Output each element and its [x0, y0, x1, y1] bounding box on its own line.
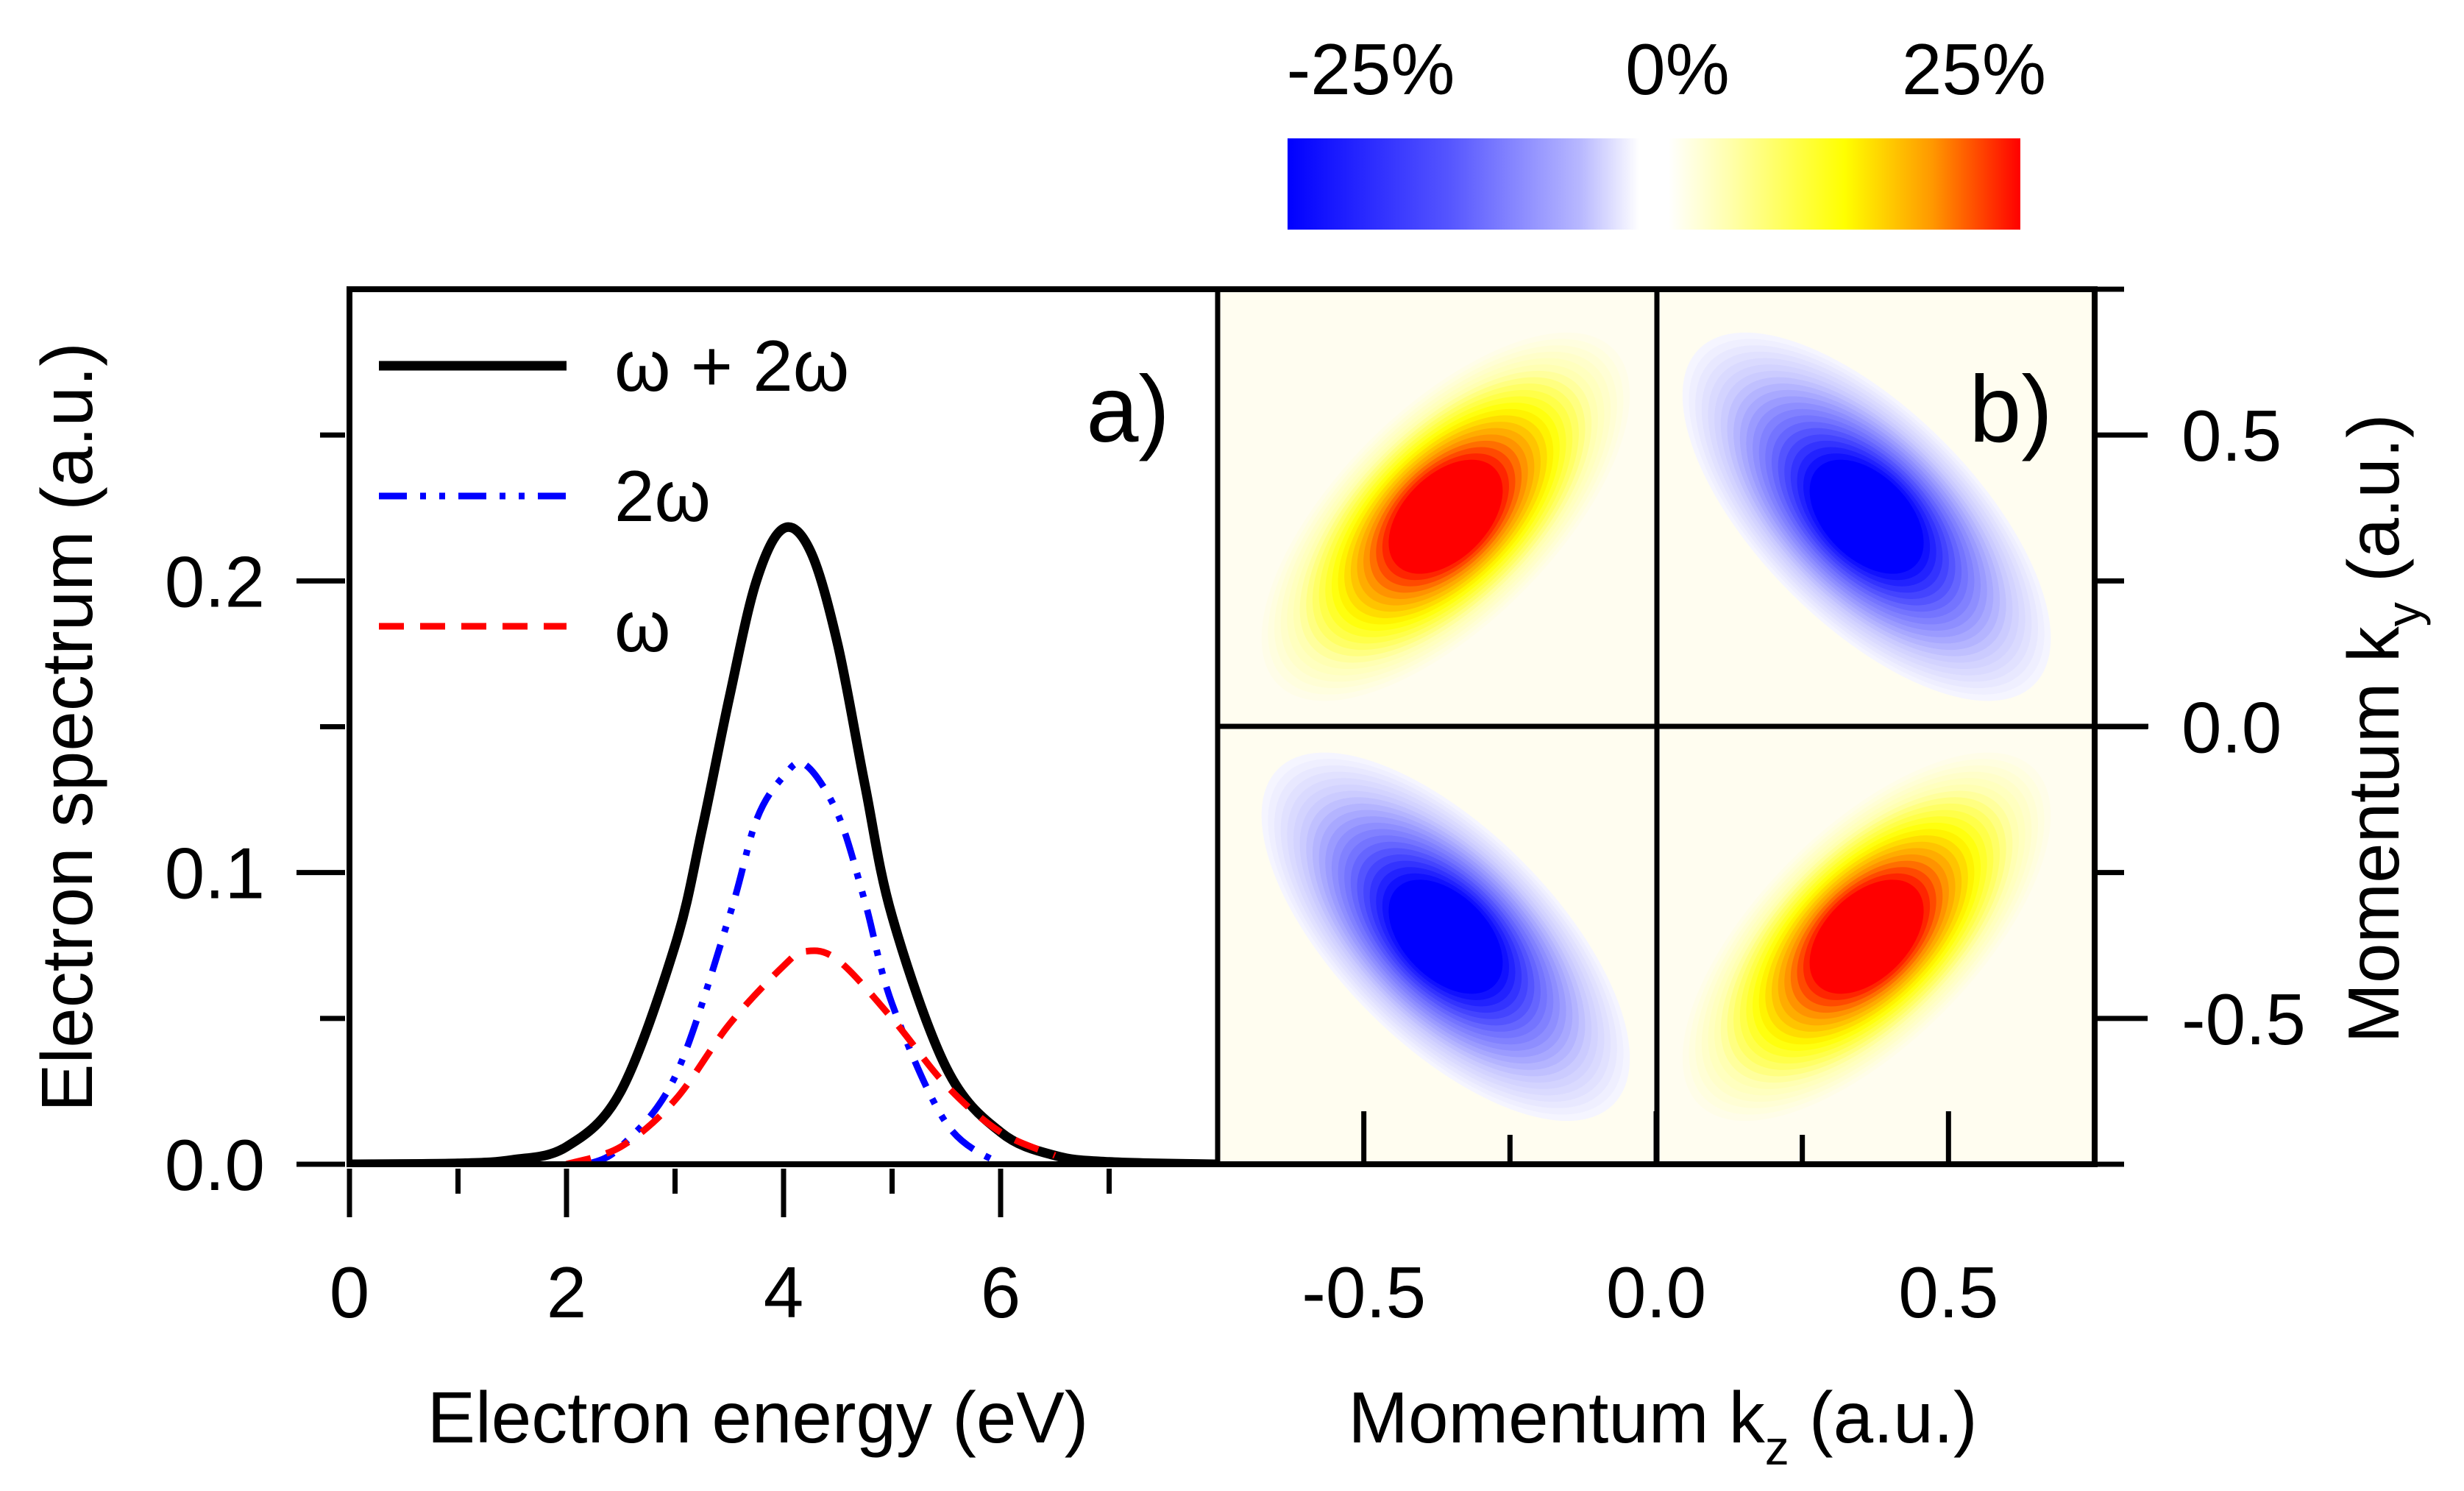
x-tick-label-b: 0.5: [1898, 1252, 1998, 1333]
x-axis-title-b: Momentum kz (a.u.): [1348, 1377, 1977, 1475]
panel-a-series: [349, 522, 1218, 1164]
heatmap-lobe-2: [1254, 746, 1636, 1127]
y-tick-label-b: 0.5: [2181, 395, 2282, 476]
y-tick-label-b: 0.0: [2181, 687, 2282, 768]
x-tick-label-b: 0.0: [1606, 1252, 1706, 1333]
x-axis-title-a: Electron energy (eV): [427, 1377, 1089, 1458]
colorbar-tick-label: -25%: [1287, 29, 1455, 110]
series-line-2: [565, 947, 1057, 1164]
colorbar-tick-label: 0%: [1625, 29, 1730, 110]
y-tick-label-a: 0.1: [165, 833, 265, 914]
panel-label-a: a): [1086, 357, 1170, 462]
legend-label: ω + 2ω: [614, 325, 849, 406]
legend-label: ω: [614, 586, 671, 667]
panel-label-b: b): [1969, 357, 2053, 462]
x-tick-label-a: 6: [981, 1252, 1021, 1333]
y-tick-label-b: -0.5: [2181, 979, 2306, 1060]
series-line-1: [586, 759, 1003, 1164]
heatmap-contour: [1388, 459, 1503, 574]
heatmap-contour: [1388, 879, 1503, 994]
panel-b-ticks: -0.5 0.0 0.5 -0.5 0.0 0.5: [1215, 286, 2306, 1333]
heatmap-contour: [1809, 879, 1924, 994]
y-axis-title-b-sub: y: [2376, 602, 2431, 626]
y-tick-label-a: 0.2: [165, 541, 265, 622]
panel-a: 0 2 4 6 0.0 0.1 0.2 a) ω + 2ω 2ω ω Electron ener…: [26, 325, 1218, 1458]
colorbar-tick-label: 25%: [1902, 29, 2046, 110]
x-tick-label-a: 4: [764, 1252, 804, 1333]
colorbar-gradient: [1288, 138, 2020, 230]
series-line-0: [349, 522, 1218, 1164]
y-axis-title-b-suffix: (a.u.): [2333, 414, 2414, 602]
heatmap-lobe-3: [1676, 746, 2058, 1127]
heatmap-lobe-0: [1254, 326, 1636, 708]
heatmap-lobe-1: [1676, 326, 2058, 708]
heatmap-contour: [1809, 459, 1924, 574]
x-tick-label-a: 2: [547, 1252, 587, 1333]
x-axis-title-b-sub: z: [1765, 1420, 1789, 1475]
x-axis-title-b-suffix: (a.u.): [1789, 1377, 1978, 1458]
y-axis-title-b-main: Momentum k: [2333, 626, 2414, 1043]
plot-frame: [347, 286, 2098, 1167]
panel-a-ticks: 0 2 4 6 0.0 0.1 0.2: [165, 432, 1112, 1333]
legend: ω + 2ω 2ω ω: [379, 325, 849, 667]
x-axis-title-b-main: Momentum k: [1348, 1377, 1765, 1458]
y-tick-label-a: 0.0: [165, 1125, 265, 1205]
legend-label: 2ω: [614, 456, 711, 536]
x-tick-label-a: 0: [330, 1252, 370, 1333]
colorbar: -25% 0% 25%: [1287, 29, 2046, 230]
x-tick-label-b: -0.5: [1302, 1252, 1426, 1333]
y-axis-title-b: Momentum ky (a.u.): [2333, 414, 2431, 1043]
y-axis-title-a: Electron spectrum (a.u.): [26, 342, 107, 1112]
heatmap-lobes: [1254, 326, 2058, 1127]
panel-b: -0.5 0.0 0.5-0.50.00.5 b) Momentum kz (a.u…: [1215, 286, 2431, 1475]
